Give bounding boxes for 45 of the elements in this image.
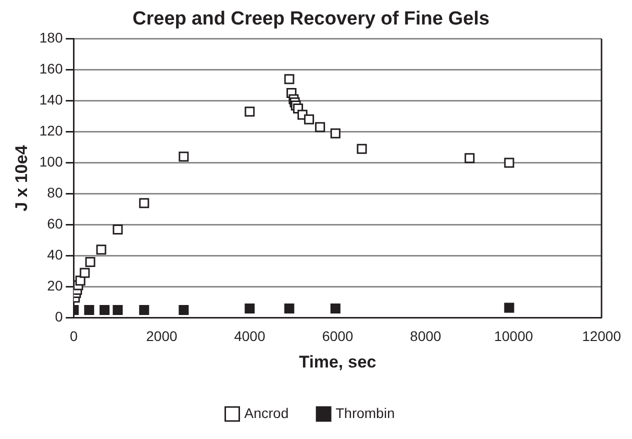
legend-label: Ancrod bbox=[244, 404, 289, 421]
point bbox=[178, 152, 189, 162]
point bbox=[244, 106, 255, 117]
point bbox=[304, 114, 314, 124]
chart-title: Creep and Creep Recovery of Fine Gels bbox=[132, 8, 490, 30]
x-tick-label: 6000 bbox=[322, 328, 354, 344]
y-tick-label: 40 bbox=[47, 246, 63, 263]
x-tick-label: 8000 bbox=[410, 328, 442, 344]
point bbox=[112, 305, 123, 316]
x-axis-title: Time, sec bbox=[299, 352, 376, 372]
point bbox=[284, 74, 294, 84]
point bbox=[96, 244, 106, 255]
y-tick-label: 80 bbox=[47, 184, 63, 201]
point bbox=[330, 304, 340, 314]
point bbox=[80, 268, 90, 278]
point bbox=[464, 153, 475, 164]
point bbox=[139, 198, 150, 208]
point bbox=[504, 302, 514, 313]
point bbox=[284, 304, 294, 314]
x-tick-label: 4000 bbox=[234, 328, 266, 344]
point bbox=[139, 305, 150, 316]
point bbox=[356, 144, 367, 154]
y-tick-label: 180 bbox=[39, 30, 63, 46]
y-tick-label: 20 bbox=[47, 278, 63, 294]
y-tick-label: 100 bbox=[39, 154, 63, 170]
point bbox=[85, 257, 96, 267]
y-tick-label: 160 bbox=[39, 60, 63, 77]
x-tick-label: 12000 bbox=[582, 328, 622, 344]
x-tick-label: 2000 bbox=[146, 328, 178, 344]
point bbox=[178, 305, 189, 316]
x-tick-label: 10000 bbox=[494, 328, 534, 344]
point bbox=[244, 304, 255, 314]
y-axis-title: J x 10e4 bbox=[12, 144, 31, 212]
y-tick-label: 0 bbox=[54, 308, 63, 325]
legend-label: Thrombin bbox=[336, 404, 395, 421]
point bbox=[100, 305, 110, 316]
point bbox=[330, 128, 340, 138]
x-tick-label: 0 bbox=[70, 328, 78, 344]
point bbox=[504, 158, 514, 168]
y-tick-label: 60 bbox=[47, 216, 63, 232]
point bbox=[315, 122, 326, 132]
point bbox=[112, 224, 123, 234]
y-tick-label: 120 bbox=[39, 122, 63, 139]
point bbox=[84, 305, 94, 316]
y-tick-label: 140 bbox=[39, 92, 63, 108]
